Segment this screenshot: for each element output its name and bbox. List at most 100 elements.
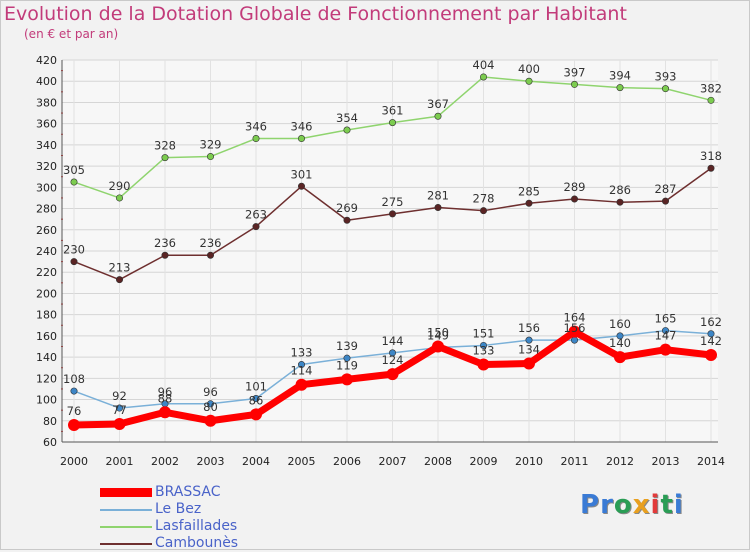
y-tick-label: 140 [36,351,57,364]
data-label-camboun-s: 278 [473,192,495,206]
data-point-camboun-s [434,203,442,211]
data-label-lasfaillades: 290 [109,179,131,193]
legend-swatch [100,508,152,511]
y-tick-label: 180 [36,309,57,322]
data-point-brassac [614,351,626,364]
data-point-camboun-s [388,210,396,218]
x-tick-label: 2014 [697,455,725,468]
data-label-le-bez: 156 [518,321,540,335]
y-tick-label: 100 [36,394,57,407]
data-point-lasfaillades [479,73,487,81]
chart-subtitle: (en € et par an) [24,27,119,41]
data-label-le-bez: 160 [609,317,631,331]
data-label-le-bez: 156 [564,321,586,335]
data-label-le-bez: 92 [112,389,127,403]
legend-label: Le Bez [155,501,202,517]
data-label-camboun-s: 213 [109,261,131,275]
data-label-lasfaillades: 346 [245,120,267,134]
data-label-camboun-s: 289 [564,180,586,194]
data-label-brassac: 80 [203,400,218,414]
data-label-lasfaillades: 361 [382,104,404,118]
x-tick-label: 2009 [470,455,498,468]
data-label-brassac: 164 [564,311,586,325]
data-label-brassac: 77 [112,403,127,417]
series-layer [68,73,717,432]
data-point-le-bez [707,330,715,338]
data-point-le-bez [70,387,78,395]
data-label-brassac: 133 [473,344,495,358]
legend-item-le-bez: Le Bez [100,501,238,518]
data-label-lasfaillades: 393 [655,70,677,84]
x-tick-label: 2010 [515,455,543,468]
data-point-camboun-s [479,207,487,215]
data-label-lasfaillades: 367 [427,97,449,111]
data-label-lasfaillades: 346 [291,120,313,134]
data-point-camboun-s [661,197,669,205]
legend-swatch [100,488,152,497]
data-point-le-bez [479,341,487,349]
y-tick-label: 280 [36,203,57,216]
data-label-brassac: 140 [609,336,631,350]
data-point-brassac [250,408,262,421]
data-label-camboun-s: 287 [655,182,677,196]
x-tick-label: 2003 [197,455,225,468]
data-label-le-bez: 149 [427,329,449,343]
data-label-le-bez: 139 [336,339,358,353]
x-tick-label: 2001 [106,455,134,468]
y-tick-label: 260 [36,224,57,237]
series-brassac [68,325,717,432]
series-camboun-s [70,164,715,284]
data-label-camboun-s: 286 [609,183,631,197]
data-point-lasfaillades [252,135,260,143]
legend-item-brassac: BRASSAC [100,484,238,501]
data-point-brassac [159,406,171,419]
proxiti-logo: Proxiti [580,490,684,520]
data-label-camboun-s: 281 [427,188,449,202]
data-point-lasfaillades [661,85,669,93]
y-tick-label: 60 [43,436,57,449]
legend-item-lasfaillades: Lasfaillades [100,518,238,535]
data-label-lasfaillades: 354 [336,111,358,125]
data-point-lasfaillades [207,153,215,161]
data-point-brassac [113,417,126,430]
data-point-brassac [659,343,672,356]
data-label-lasfaillades: 328 [154,139,176,153]
data-point-camboun-s [570,195,578,203]
x-tick-label: 2008 [424,455,452,468]
data-label-camboun-s: 230 [63,243,85,257]
data-label-brassac: 134 [518,342,540,356]
data-point-brassac [705,348,717,361]
data-label-brassac: 86 [249,393,264,407]
y-tick-label: 200 [36,287,57,300]
data-label-brassac: 88 [158,391,173,405]
data-point-lasfaillades [434,112,442,120]
data-point-lasfaillades [707,96,715,104]
data-point-camboun-s [525,199,533,207]
data-point-lasfaillades [525,77,533,85]
x-tick-label: 2012 [606,455,634,468]
legend-label: Lasfaillades [155,518,238,534]
data-point-camboun-s [343,216,351,224]
data-label-lasfaillades: 382 [700,81,722,95]
data-point-camboun-s [70,258,78,266]
chart-title: Evolution de la Dotation Globale de Fonc… [4,3,627,25]
data-point-camboun-s [207,251,215,259]
x-tick-label: 2000 [60,455,88,468]
data-label-lasfaillades: 394 [609,69,631,83]
data-label-lasfaillades: 400 [518,62,540,76]
data-label-lasfaillades: 397 [564,65,586,79]
data-label-le-bez: 96 [203,385,218,399]
data-point-lasfaillades [570,80,578,88]
x-tick-label: 2005 [288,455,316,468]
data-label-le-bez: 133 [291,346,313,360]
y-tick-label: 420 [36,54,57,67]
legend-item-camboun-s: Cambounès [100,535,238,552]
data-label-camboun-s: 236 [154,236,176,250]
data-point-le-bez [616,332,624,340]
y-tick-label: 160 [36,330,57,343]
data-point-le-bez [116,404,124,412]
data-point-le-bez [207,400,215,408]
data-label-le-bez: 144 [382,334,404,348]
legend-swatch [100,542,152,545]
data-point-brassac [568,325,581,338]
